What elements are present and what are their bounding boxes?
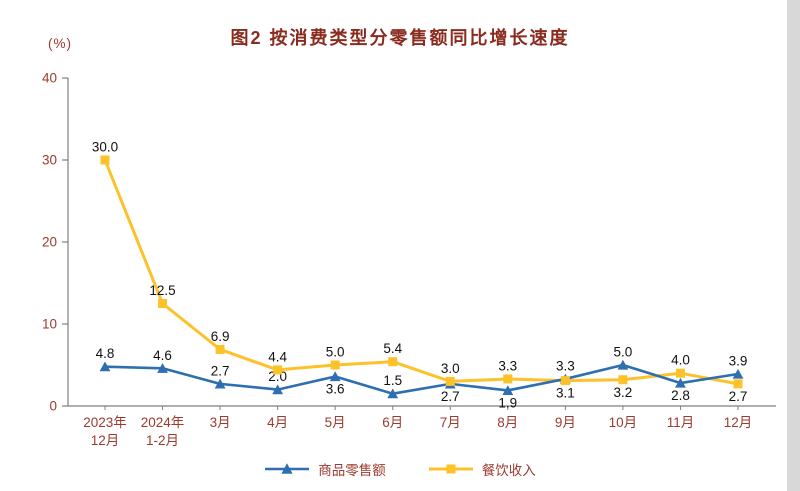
data-label: 3.3 <box>556 358 575 373</box>
catering-marker <box>733 379 743 389</box>
catering-marker <box>503 374 513 384</box>
goods-marker <box>675 377 686 388</box>
legend-item-goods: 商品零售额 <box>264 459 386 479</box>
x-axis-label: 11月 <box>667 415 695 430</box>
x-axis-label: 2023年 12月 <box>83 415 127 448</box>
chart-title: 图2 按消费类型分零售额同比增长速度 <box>230 28 570 48</box>
x-axis-label: 7月 <box>440 415 461 430</box>
data-label: 4.6 <box>153 348 172 363</box>
x-axis-label: 6月 <box>382 415 403 430</box>
goods-marker <box>387 388 399 399</box>
goods-marker <box>502 385 514 396</box>
catering-marker <box>675 368 685 378</box>
catering-marker <box>618 375 628 385</box>
data-label: 2.7 <box>211 363 230 378</box>
data-label: 2.8 <box>671 388 690 403</box>
data-label: 4.4 <box>268 349 287 364</box>
goods-marker <box>617 359 629 370</box>
catering-marker <box>273 365 283 375</box>
x-axis-label: 9月 <box>555 415 576 430</box>
x-axis-label: 4月 <box>267 415 288 430</box>
data-label: 3.0 <box>441 361 460 376</box>
chart-svg: 0 10 20 30 40 2023年 12月 2024年 1-2月 3月 4月 5月 6月 7月 8月 9月… <box>42 71 776 448</box>
catering-series-swatch-icon <box>428 464 473 474</box>
y-tick-label: 40 <box>42 71 57 86</box>
legend-label-catering: 餐饮收入 <box>481 463 536 478</box>
x-axis-label: 5月 <box>325 415 346 430</box>
goods-marker <box>99 361 111 372</box>
data-label: 1.9 <box>498 395 517 410</box>
catering-marker <box>388 357 398 367</box>
y-tick-label: 0 <box>49 399 57 414</box>
data-label: 3.2 <box>614 385 633 400</box>
goods-marker <box>732 368 744 379</box>
data-label: 30.0 <box>92 140 118 155</box>
data-label: 2.7 <box>441 389 460 404</box>
goods-marker <box>329 371 341 382</box>
goods-series-line <box>104 363 739 396</box>
catering-marker <box>215 344 225 354</box>
data-label: 3.9 <box>729 354 748 369</box>
y-axis-unit-label: (%) <box>48 36 72 51</box>
x-axis-label: 10月 <box>609 415 638 430</box>
x-axis-label: 3月 <box>210 415 231 430</box>
data-label: 4.0 <box>671 353 690 368</box>
catering-marker <box>560 376 570 386</box>
catering-marker <box>100 155 110 165</box>
legend-label-goods: 商品零售额 <box>318 463 386 478</box>
data-label: 3.6 <box>326 381 345 396</box>
data-label: 2.0 <box>268 369 287 384</box>
goods-marker <box>214 378 226 389</box>
y-tick-label: 20 <box>42 235 57 250</box>
x-axis-label: 2024年 1-2月 <box>141 415 185 448</box>
legend-item-catering: 餐饮收入 <box>428 459 536 479</box>
data-label: 2.7 <box>729 389 748 404</box>
data-label: 3.1 <box>556 386 575 401</box>
data-label: 5.0 <box>326 345 345 360</box>
catering-marker <box>330 360 340 370</box>
x-axis-label: 8月 <box>497 415 518 430</box>
catering-marker <box>158 299 168 308</box>
x-axis-label: 12月 <box>724 415 753 430</box>
data-label: 3.3 <box>498 358 517 373</box>
goods-series-swatch-icon <box>265 463 310 474</box>
catering-marker <box>445 376 455 386</box>
data-label: 5.0 <box>614 345 633 360</box>
goods-marker <box>272 384 284 395</box>
goods-marker <box>157 363 168 373</box>
y-tick-label: 10 <box>42 317 57 332</box>
catering-series-line <box>103 159 739 386</box>
data-label: 5.4 <box>383 341 402 356</box>
data-label: 1.5 <box>383 373 402 388</box>
data-label: 6.9 <box>211 329 230 344</box>
data-label: 12.5 <box>149 283 175 298</box>
y-tick-label: 30 <box>42 153 57 168</box>
data-label: 4.8 <box>96 346 115 361</box>
page-right-gutter <box>787 0 800 491</box>
chart-legend: 商品零售额 餐饮收入 <box>0 459 800 479</box>
